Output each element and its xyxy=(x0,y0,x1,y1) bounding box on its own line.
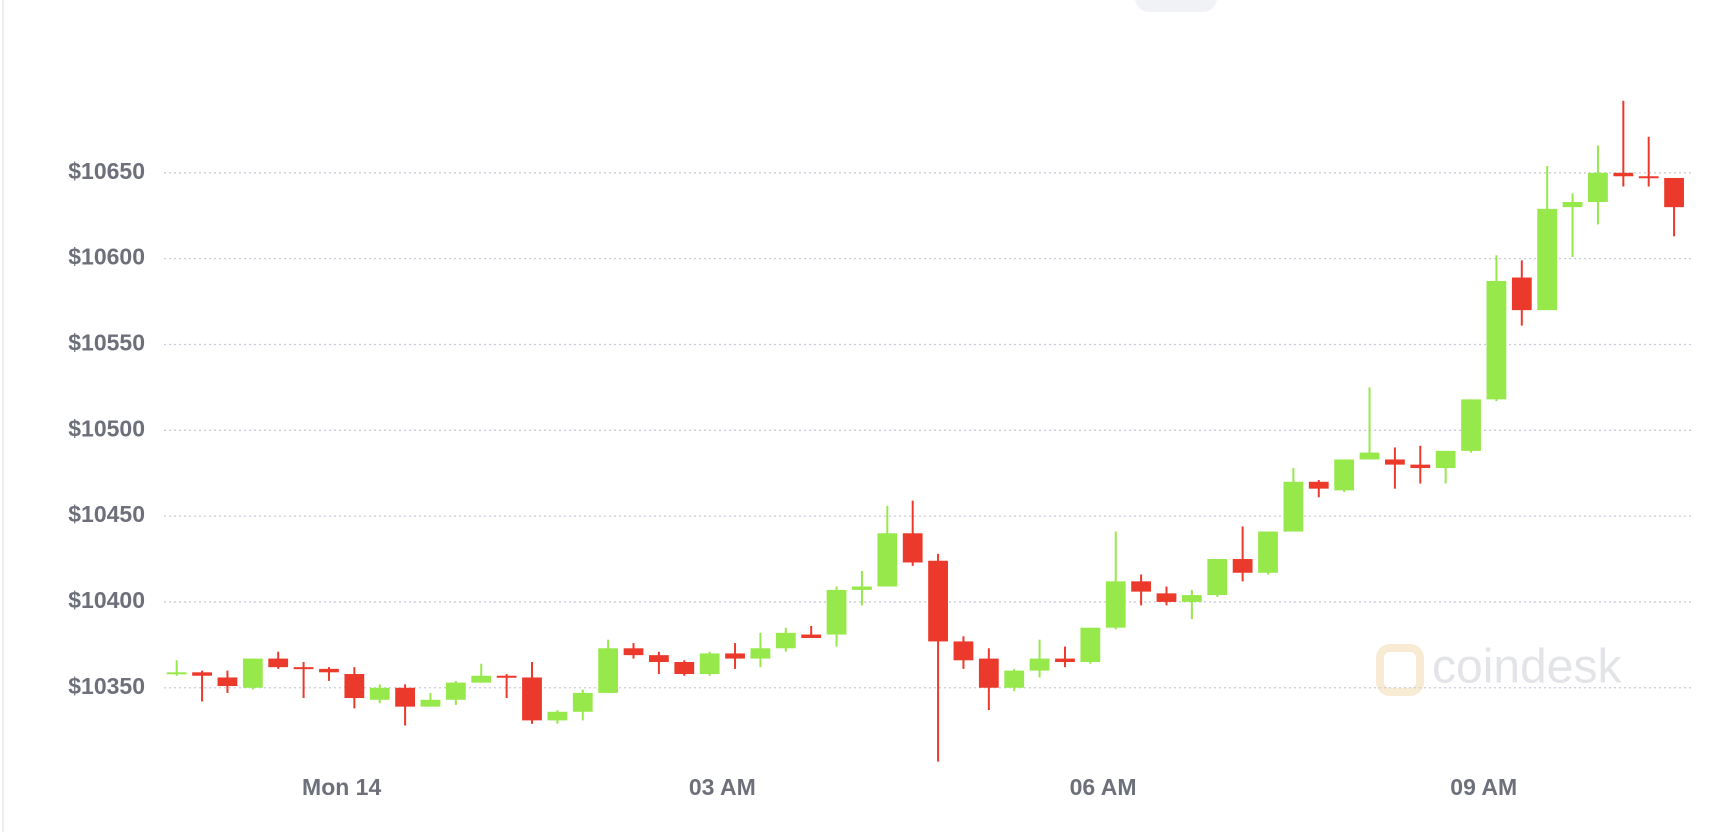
candle-body xyxy=(369,687,390,700)
candle-body xyxy=(1105,581,1126,628)
candle-body xyxy=(1511,277,1532,311)
candle-body xyxy=(1486,280,1507,400)
candle-body xyxy=(1004,670,1025,688)
candle-body xyxy=(268,658,289,668)
candle-body xyxy=(725,653,745,659)
candle-body xyxy=(1385,459,1405,465)
candle-body xyxy=(319,668,339,673)
candle-body xyxy=(953,641,974,661)
candle-body xyxy=(1435,450,1456,469)
candle-body xyxy=(1664,177,1684,208)
x-tick-label: Mon 14 xyxy=(302,774,381,800)
candle-body xyxy=(1410,464,1431,469)
candle-body xyxy=(1613,172,1634,177)
y-tick-label: $10500 xyxy=(68,415,145,441)
candle-body xyxy=(699,653,720,675)
candle-body xyxy=(1537,208,1558,311)
candle-body xyxy=(623,648,644,656)
candle-body xyxy=(928,560,948,642)
candle-body xyxy=(801,634,822,638)
candle-body xyxy=(1232,559,1253,573)
candle-body xyxy=(547,711,568,721)
candle-body xyxy=(293,667,314,670)
candle-body xyxy=(826,589,847,635)
candle-body xyxy=(344,674,365,699)
candle-body xyxy=(1588,172,1608,203)
candle-body xyxy=(1029,658,1050,671)
candle-body xyxy=(1562,202,1583,208)
y-tick-label: $10450 xyxy=(68,501,145,527)
candle-body xyxy=(1283,481,1304,532)
candle-body xyxy=(1638,176,1659,179)
candle-body xyxy=(1359,452,1380,460)
candle-body xyxy=(420,699,441,707)
candle-body xyxy=(395,687,416,707)
y-tick-label: $10350 xyxy=(68,673,145,699)
candle-body xyxy=(598,648,619,693)
candle-body xyxy=(242,658,263,688)
candle-body xyxy=(1080,627,1101,663)
candle-body xyxy=(1308,481,1329,489)
y-tick-label: $10400 xyxy=(68,587,145,613)
candle-body xyxy=(471,675,492,683)
watermark-logo xyxy=(1376,644,1424,696)
candle-body xyxy=(877,533,898,587)
candle-body xyxy=(1131,581,1152,592)
x-tick-label: 06 AM xyxy=(1070,774,1137,800)
x-tick-label: 03 AM xyxy=(689,774,756,800)
candle-body xyxy=(775,632,796,649)
candle-body xyxy=(649,655,669,663)
watermark: coindesk xyxy=(1432,641,1622,694)
candle-body xyxy=(1334,459,1355,491)
candle-body xyxy=(1258,531,1278,573)
y-tick-label: $10550 xyxy=(68,330,145,356)
candle-body xyxy=(522,677,542,721)
x-tick-label: 09 AM xyxy=(1450,774,1517,800)
candle-body xyxy=(902,533,923,563)
candle-body xyxy=(1055,658,1075,663)
toolbar-button[interactable] xyxy=(1135,0,1217,12)
candle-body xyxy=(445,682,466,700)
candle-body xyxy=(496,675,517,678)
y-tick-label: $10650 xyxy=(68,158,145,184)
candle-body xyxy=(1207,559,1228,596)
candle-body xyxy=(572,692,593,712)
y-tick-label: $10600 xyxy=(68,244,145,270)
candle-body xyxy=(1156,593,1177,602)
candle-body xyxy=(1461,399,1481,451)
candle-body xyxy=(1181,595,1202,602)
candle-body xyxy=(166,672,187,675)
candle-body xyxy=(852,586,872,590)
candle-body xyxy=(978,658,999,688)
candle-body xyxy=(192,672,212,676)
candle-body xyxy=(674,662,695,675)
candle-body xyxy=(217,677,238,687)
candle-body xyxy=(750,648,771,659)
